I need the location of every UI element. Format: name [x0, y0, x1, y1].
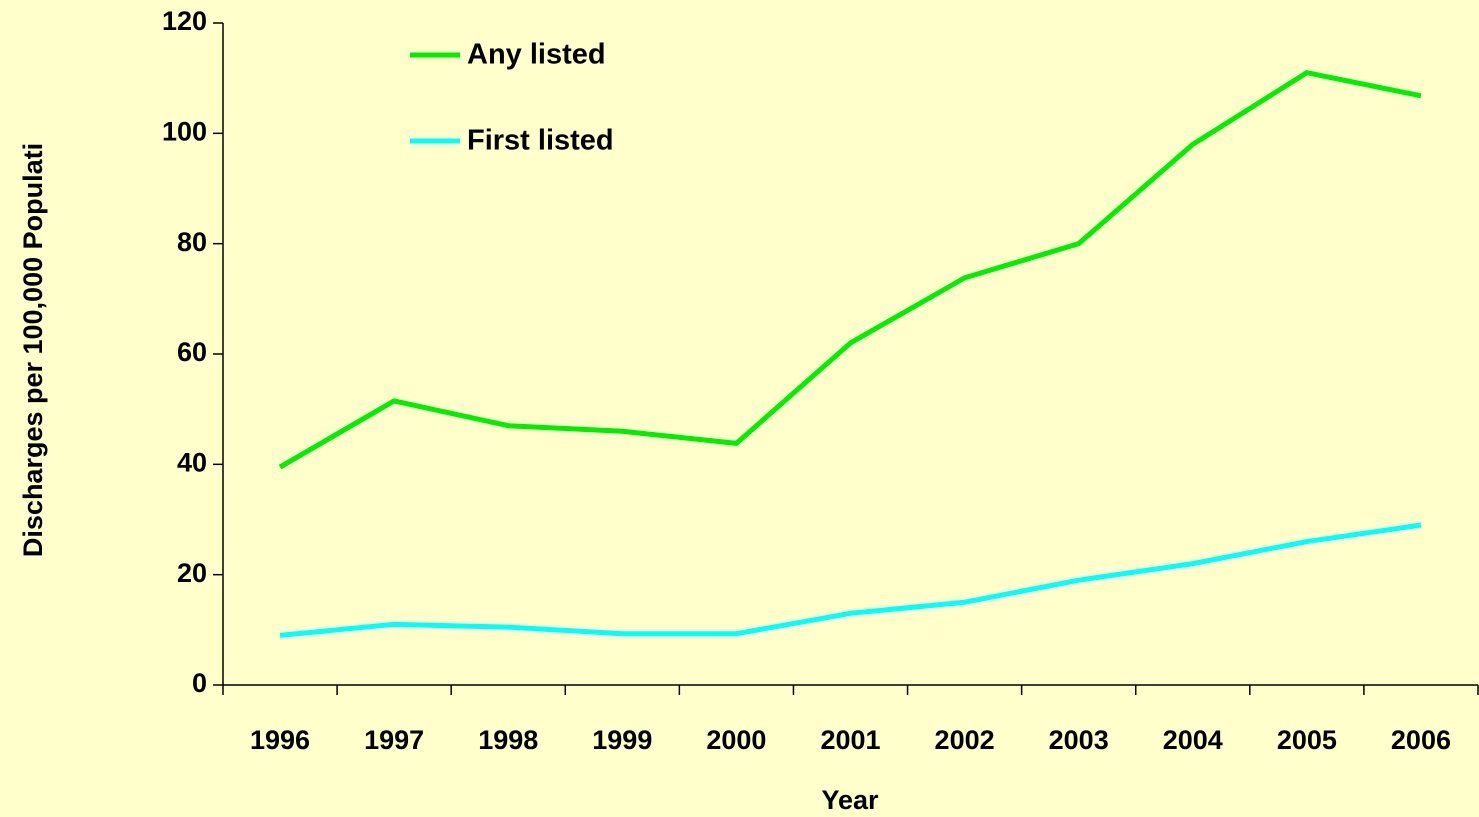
x-tick-label: 2006: [1391, 725, 1451, 755]
legend-label: Any listed: [467, 39, 606, 71]
y-tick-label: 60: [177, 337, 207, 367]
x-tick-label: 2003: [1049, 725, 1109, 755]
y-axis-title: Discharges per 100,000 Populati: [18, 143, 48, 557]
y-tick-label: 120: [162, 6, 207, 36]
y-tick-label: 20: [177, 558, 207, 588]
x-tick-label: 2000: [706, 725, 766, 755]
y-tick-label: 40: [177, 447, 207, 477]
x-tick-label: 2001: [820, 725, 880, 755]
x-axis-title: Year: [821, 785, 879, 815]
legend-label: First listed: [467, 125, 614, 157]
y-tick-label: 80: [177, 227, 207, 257]
x-tick-label: 1996: [250, 725, 310, 755]
series-line: [279, 522, 1422, 638]
x-tick-label: 2005: [1277, 725, 1337, 755]
x-tick-label: 1998: [478, 725, 538, 755]
x-tick-label: 1999: [592, 725, 652, 755]
x-tick-label: 1997: [364, 725, 424, 755]
series-line: [278, 70, 1422, 470]
x-tick-label: 2002: [935, 725, 995, 755]
x-tick-label: 2004: [1163, 725, 1223, 755]
y-tick-label: 100: [162, 116, 207, 146]
y-tick-label: 0: [192, 668, 207, 698]
